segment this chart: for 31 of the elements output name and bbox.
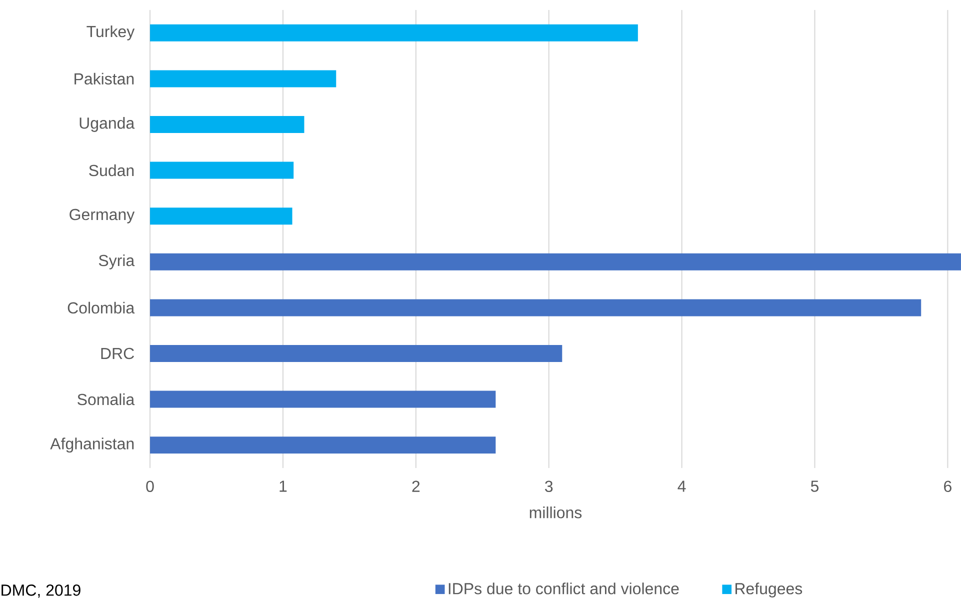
bar: [150, 390, 496, 408]
x-tick-label: 3: [545, 480, 553, 492]
bar: [150, 116, 304, 133]
x-tick-label: 6: [944, 480, 952, 492]
bar: [150, 253, 961, 270]
bar: [150, 436, 496, 454]
bar: [150, 344, 562, 362]
y-tick-label: Germany: [70, 208, 135, 224]
bar: [150, 299, 922, 316]
x-tick-label: 5: [810, 480, 819, 492]
x-tick-label: 0: [146, 480, 154, 492]
y-tick-label: Uganda: [80, 117, 135, 132]
x-tick-label: 4: [678, 480, 686, 492]
y-tick-label: Somalia: [78, 393, 135, 406]
bar: [150, 208, 292, 225]
x-tick-label: 2: [412, 480, 420, 492]
x-axis-title: millions: [530, 506, 582, 518]
text: DMC, 2019: [2, 584, 80, 598]
y-tick-label: Afghanistan: [50, 438, 134, 453]
legend-label: IDPs due to conflict and violence: [448, 582, 679, 594]
y-tick-label: DRC: [101, 348, 134, 360]
y-tick-label: Colombia: [68, 302, 135, 314]
y-tick-label: Sudan: [89, 164, 134, 176]
bar: [150, 24, 638, 42]
y-tick-label: Syria: [98, 254, 135, 270]
bar: [150, 70, 336, 88]
y-tick-label: Pakistan: [74, 72, 134, 85]
x-tick-label: 1: [280, 480, 287, 492]
bar: [150, 162, 294, 179]
legend-label: Refugees: [736, 582, 802, 598]
y-tick-label: Turkey: [86, 25, 135, 40]
